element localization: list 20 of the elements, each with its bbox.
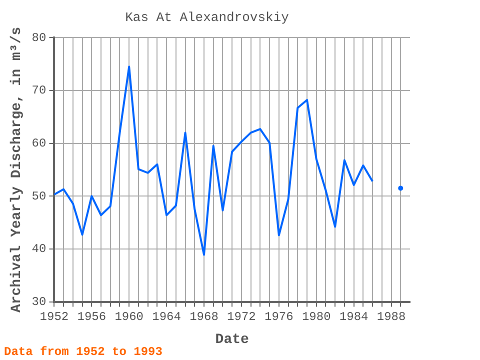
x-tick-label: 1952	[40, 310, 69, 324]
x-tick-label: 1972	[227, 310, 256, 324]
y-tick-label: 40	[32, 242, 46, 256]
x-tick-label: 1980	[302, 310, 331, 324]
x-tick-label: 1988	[376, 310, 406, 324]
y-tick-label: 30	[32, 294, 46, 309]
x-tick-label: 1960	[114, 310, 144, 324]
y-axis-title: Archival Yearly Discharge, in m³/s	[8, 26, 25, 313]
x-tick-label: 1964	[152, 310, 181, 324]
x-tick-label: 1956	[77, 310, 106, 324]
y-tick-label: 80	[32, 30, 46, 45]
x-axis-title: Date	[215, 332, 249, 348]
text: Data from 1952 to 1993	[4, 345, 162, 360]
x-tick-label: 1984	[339, 310, 368, 324]
x-tick-label: 1968	[190, 310, 218, 324]
y-tick-label: 60	[32, 136, 46, 150]
x-tick-label: 1976	[264, 310, 294, 324]
y-tick-label: 50	[32, 189, 46, 204]
chart-title: Kas At Alexandrovskiy	[125, 10, 290, 26]
y-tick-label: 70	[32, 84, 46, 98]
